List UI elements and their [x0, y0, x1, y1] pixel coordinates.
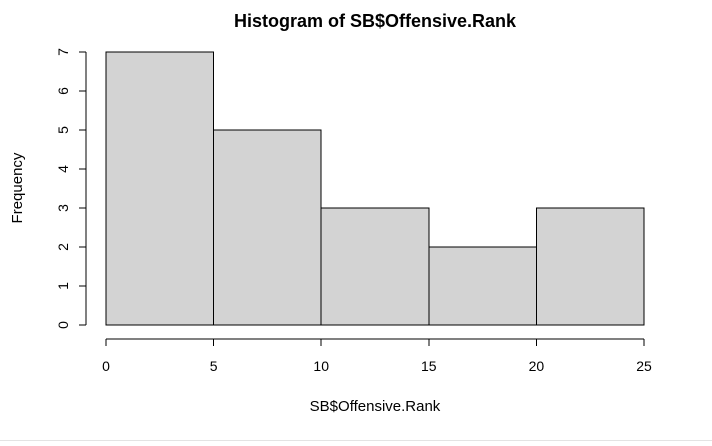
- y-tick-label-7: 7: [55, 48, 71, 56]
- y-tick-label-1: 1: [55, 282, 71, 290]
- histogram-bar-3: [428, 246, 537, 326]
- histogram-bar-0: [105, 51, 215, 326]
- y-tick-label-4: 4: [55, 165, 71, 173]
- bars-layer: [105, 51, 645, 326]
- y-tick-label-5: 5: [55, 126, 71, 134]
- x-tick-label-5: 25: [636, 358, 652, 374]
- histogram-bar-2: [320, 207, 430, 326]
- x-tick-label-0: 0: [102, 358, 110, 374]
- x-axis-label: SB$Offensive.Rank: [310, 398, 441, 415]
- y-tick-label-3: 3: [55, 204, 71, 212]
- histogram-bar-1: [213, 129, 322, 326]
- chart-title: Histogram of SB$Offensive.Rank: [234, 11, 517, 31]
- x-tick-label-4: 20: [529, 358, 545, 374]
- x-axis: 0 5 10 15 20 25: [102, 338, 652, 374]
- x-tick-label-3: 15: [421, 358, 437, 374]
- y-tick-label-2: 2: [55, 243, 71, 251]
- y-tick-label-0: 0: [55, 321, 71, 329]
- y-tick-label-6: 6: [55, 87, 71, 95]
- x-tick-label-1: 5: [210, 358, 218, 374]
- x-tick-label-2: 10: [313, 358, 329, 374]
- y-axis: 0 1 2 3 4 5 6 7: [55, 48, 87, 329]
- histogram-bar-4: [535, 207, 645, 326]
- y-axis-label: Frequency: [9, 152, 26, 223]
- bottom-divider: [0, 440, 712, 441]
